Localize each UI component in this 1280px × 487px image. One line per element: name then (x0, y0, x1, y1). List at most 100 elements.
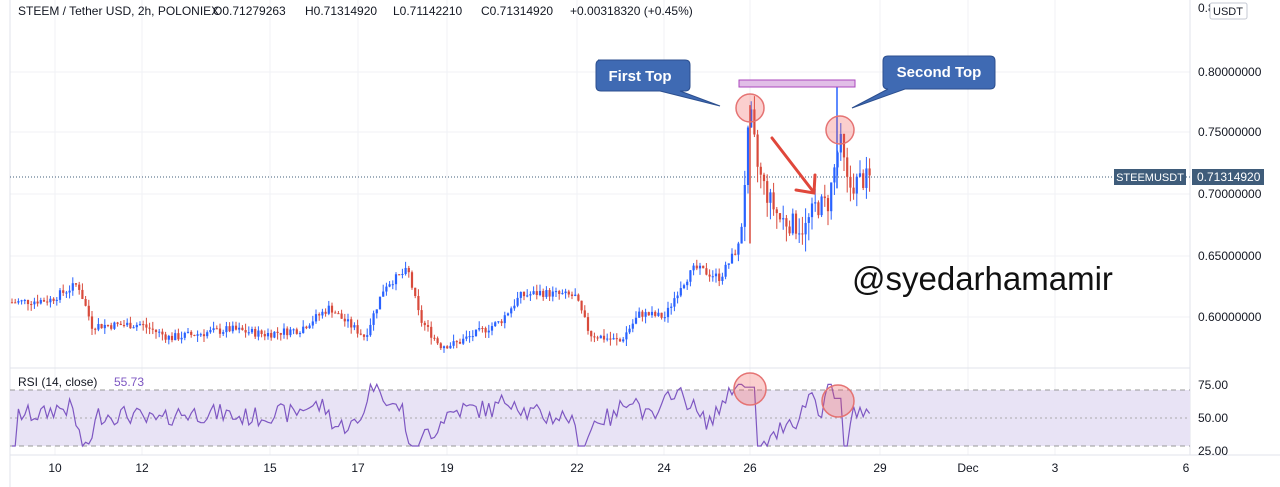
time-tick: 6 (1183, 461, 1190, 475)
candle-body (778, 213, 782, 220)
candle-body (423, 322, 426, 326)
rsi-tick: 25.00 (1198, 444, 1228, 458)
time-axis[interactable]: 10 12 15 17 19 22 24 26 29 Dec 3 6 (48, 461, 1189, 475)
candles (10, 86, 871, 353)
candle-body (686, 281, 689, 286)
candle-body (759, 166, 762, 175)
candle-body (670, 306, 673, 308)
candle-body (158, 331, 161, 333)
candle-body (711, 276, 714, 278)
candle-body (174, 333, 177, 341)
candle-body (209, 330, 212, 333)
candle-body (122, 325, 126, 327)
price-tick: 0.75000000 (1198, 125, 1262, 139)
candle-body (612, 338, 615, 340)
second-top-callout: Second Top (851, 55, 996, 109)
candle-body (682, 285, 686, 289)
candle-body (689, 270, 692, 282)
candle-body (407, 267, 410, 273)
second-top-label: Second Top (897, 64, 982, 81)
candle-body (71, 283, 74, 291)
candle-body (746, 127, 750, 186)
candle-body (382, 291, 385, 297)
candle-body (833, 167, 836, 183)
candle-body (244, 330, 247, 333)
candle-body (516, 297, 519, 306)
first-top-label: First Top (608, 68, 671, 85)
candle-body (446, 346, 449, 349)
candle-body (567, 291, 570, 295)
candle-body (865, 168, 868, 188)
candle-body (414, 287, 417, 296)
candle-body (417, 295, 420, 311)
candle-body (129, 322, 132, 329)
candle-body (74, 283, 78, 285)
currency-box[interactable] (1209, 2, 1248, 20)
symbol-title: STEEM / Tether USD, 2h, POLONIEX (18, 4, 219, 18)
candle-body (286, 328, 289, 336)
candle-body (730, 253, 734, 264)
candle-body (846, 157, 849, 177)
candle-body (78, 284, 81, 290)
candle-body (327, 305, 330, 314)
candle-body (708, 274, 711, 277)
candle-body (186, 331, 190, 333)
time-tick: 22 (570, 461, 584, 475)
price-tick: 0.65000000 (1198, 249, 1262, 263)
candle-body (314, 314, 318, 322)
candle-body (849, 176, 852, 188)
watermark-text: @syedarhamamir (852, 260, 1113, 297)
candle-body (839, 133, 842, 153)
candle-body (644, 312, 647, 317)
candle-body (254, 329, 257, 337)
candle-body (65, 292, 68, 294)
candle-body (391, 284, 394, 286)
candle-body (756, 134, 759, 167)
candle-body (490, 326, 494, 331)
candle-body (740, 226, 743, 244)
candle-body (202, 334, 206, 337)
candle-body (714, 273, 718, 277)
candle-body (590, 330, 593, 337)
symbol-tag: STEEMUSDT (1116, 172, 1184, 184)
candle-body (554, 291, 558, 293)
candle-body (49, 298, 52, 303)
candle-body (503, 315, 506, 324)
rsi-title: RSI (14, close) (18, 375, 97, 389)
time-tick: 3 (1052, 461, 1059, 475)
candle-body (487, 330, 490, 333)
candle-body (199, 334, 202, 336)
candle-body (180, 337, 183, 340)
candle-body (161, 331, 164, 335)
candle-body (17, 301, 20, 303)
candle-body (692, 265, 695, 271)
candle-body (394, 274, 398, 285)
time-tick: 10 (48, 461, 62, 475)
candle-body (273, 331, 276, 338)
candle-body (842, 133, 846, 158)
candle-body (279, 332, 282, 335)
candle-body (346, 319, 350, 322)
candle-body (721, 276, 724, 281)
rsi-legend: RSI (14, close) 55.73 (18, 375, 144, 389)
candle-body (538, 290, 542, 296)
symbol-tag-box (1114, 169, 1186, 185)
rsi-tick: 75.00 (1198, 378, 1228, 392)
candle-body (206, 332, 209, 337)
candle-body (801, 233, 804, 235)
currency-label: USDT (1213, 6, 1243, 18)
candle-body (852, 187, 855, 194)
candle-body (772, 192, 775, 210)
candle-body (94, 328, 97, 330)
candle-body (369, 324, 372, 336)
candle-body (666, 307, 670, 318)
candle-body (266, 332, 270, 337)
time-tick: 29 (873, 461, 887, 475)
candle-body (212, 328, 215, 331)
candle-body (660, 312, 663, 318)
time-tick: 15 (263, 461, 277, 475)
candle-body (522, 291, 526, 297)
candle-body (494, 322, 497, 327)
price-axis[interactable]: 0.8 USDT 0.80000000 0.75000000 0.7000000… (1192, 1, 1264, 324)
